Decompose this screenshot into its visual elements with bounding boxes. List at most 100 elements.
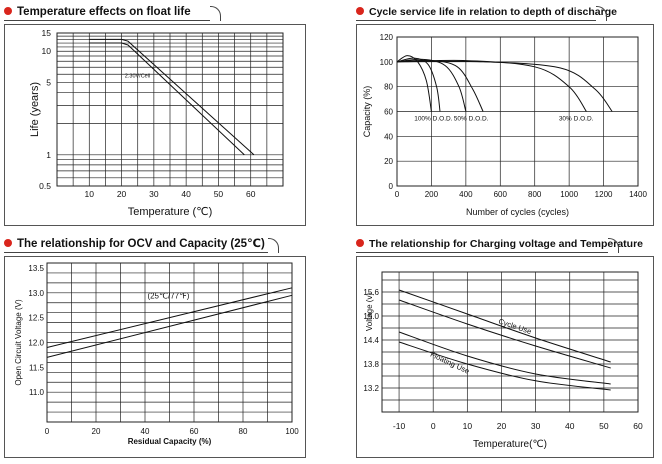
x-tick-label: 20 bbox=[92, 427, 101, 436]
bullet-icon bbox=[356, 7, 364, 15]
y-axis-title: Voltage (v) bbox=[365, 293, 374, 332]
y-tick-label: 15 bbox=[42, 28, 52, 38]
y-tick-label: 15.6 bbox=[363, 288, 379, 297]
x-tick-label: 60 bbox=[633, 421, 643, 431]
bullet-icon bbox=[4, 7, 12, 15]
x-tick-label: 600 bbox=[494, 190, 508, 199]
curve-annotation: 2.30V/Cell bbox=[125, 73, 150, 79]
series-line bbox=[396, 55, 432, 112]
x-tick-label: 40 bbox=[181, 189, 191, 199]
dod-label: 30% D.O.D. bbox=[559, 116, 594, 123]
x-tick-label: 80 bbox=[239, 427, 248, 436]
panel-title-text: The relationship for Charging voltage an… bbox=[369, 238, 644, 250]
x-tick-label: 30 bbox=[531, 421, 541, 431]
series-line bbox=[396, 58, 467, 112]
x-tick-label: 1200 bbox=[595, 190, 613, 199]
x-tick-label: 0 bbox=[431, 421, 436, 431]
x-tick-label: 20 bbox=[117, 189, 127, 199]
title-hook bbox=[210, 6, 221, 21]
x-tick-label: 20 bbox=[497, 421, 507, 431]
panel-title-text: Temperature effects on float life bbox=[17, 6, 191, 18]
y-tick-label: 0 bbox=[389, 182, 394, 191]
series-line bbox=[398, 341, 611, 391]
y-tick-label: 0.5 bbox=[39, 181, 51, 191]
x-tick-label: 40 bbox=[565, 421, 575, 431]
y-tick-label: 20 bbox=[384, 157, 393, 166]
chart-frame-charging bbox=[356, 256, 654, 458]
x-tick-label: 60 bbox=[246, 189, 256, 199]
series-line bbox=[396, 59, 587, 112]
curve-annotation: (25℃/77℉) bbox=[147, 291, 189, 300]
y-tick-label: 12.5 bbox=[28, 314, 44, 323]
x-tick-label: 10 bbox=[85, 189, 95, 199]
x-tick-label: 50 bbox=[599, 421, 609, 431]
x-tick-label: 30 bbox=[149, 189, 159, 199]
plot-area bbox=[381, 271, 639, 413]
series-label: Floating Use bbox=[429, 350, 471, 376]
series-line bbox=[46, 287, 293, 348]
x-tick-label: 1400 bbox=[629, 190, 647, 199]
y-tick-label: 40 bbox=[384, 132, 393, 141]
x-tick-label: 40 bbox=[141, 427, 150, 436]
y-tick-label: 5 bbox=[46, 77, 51, 87]
chart-frame-cycle-life bbox=[356, 24, 654, 226]
title-hook bbox=[596, 6, 607, 21]
x-tick-label: 10 bbox=[463, 421, 473, 431]
y-axis-title: Open Circuit Voltage (V) bbox=[14, 299, 23, 386]
x-tick-label: 1000 bbox=[560, 190, 578, 199]
series-line bbox=[396, 60, 613, 112]
x-tick-label: 50 bbox=[214, 189, 224, 199]
series-line bbox=[398, 299, 611, 369]
y-tick-label: 1 bbox=[46, 150, 51, 160]
y-axis-title: Life (years) bbox=[29, 82, 41, 137]
y-tick-label: 120 bbox=[380, 33, 394, 42]
y-tick-label: 13.5 bbox=[28, 264, 44, 273]
y-tick-label: 60 bbox=[384, 108, 393, 117]
y-tick-label: 15.0 bbox=[363, 312, 379, 321]
series-line bbox=[89, 42, 245, 156]
panel-title-text: The relationship for OCV and Capacity (2… bbox=[17, 238, 265, 250]
panel-title-ocv: The relationship for OCV and Capacity (2… bbox=[4, 236, 265, 252]
x-tick-label: 0 bbox=[395, 190, 400, 199]
x-tick-label: 800 bbox=[528, 190, 542, 199]
chart-frame-float-life bbox=[4, 24, 306, 226]
x-tick-label: 60 bbox=[190, 427, 199, 436]
panel-title-float-life: Temperature effects on float life bbox=[4, 4, 191, 20]
y-axis-title: Capacity (%) bbox=[362, 86, 372, 138]
y-tick-label: 12.0 bbox=[28, 339, 44, 348]
y-tick-label: 13.8 bbox=[363, 360, 379, 369]
title-underline bbox=[4, 20, 210, 21]
series-line bbox=[396, 57, 441, 112]
y-tick-label: 14.4 bbox=[363, 336, 379, 345]
title-hook bbox=[608, 238, 619, 253]
y-tick-label: 80 bbox=[384, 83, 393, 92]
x-axis-title: Residual Capacity (%) bbox=[128, 437, 212, 446]
y-tick-label: 11.0 bbox=[29, 388, 45, 397]
y-tick-label: 10 bbox=[42, 46, 52, 56]
chart-frame-ocv bbox=[4, 256, 306, 458]
dod-label: 50% D.O.D. bbox=[454, 116, 489, 123]
title-underline bbox=[4, 252, 268, 253]
y-tick-label: 13.2 bbox=[363, 384, 379, 393]
series-line bbox=[46, 294, 293, 358]
series-line bbox=[398, 289, 611, 363]
y-tick-label: 11.5 bbox=[29, 363, 45, 372]
x-axis-title: Number of cycles (cycles) bbox=[466, 207, 569, 217]
x-tick-label: 100 bbox=[285, 427, 299, 436]
title-hook bbox=[268, 238, 279, 253]
panel-title-text: Cycle service life in relation to depth … bbox=[369, 6, 617, 18]
title-underline bbox=[356, 20, 596, 21]
y-tick-label: 100 bbox=[380, 58, 394, 67]
title-underline bbox=[356, 252, 608, 253]
bullet-icon bbox=[4, 239, 12, 247]
x-tick-label: 0 bbox=[45, 427, 50, 436]
x-axis-title: Temperature(℃) bbox=[473, 439, 547, 450]
series-line bbox=[398, 331, 611, 385]
bullet-icon bbox=[356, 239, 364, 247]
x-tick-label: 400 bbox=[459, 190, 473, 199]
series-label: Cycle Use bbox=[497, 317, 532, 337]
series-line bbox=[396, 59, 484, 112]
x-tick-label: 200 bbox=[425, 190, 439, 199]
x-axis-title: Temperature (℃) bbox=[128, 206, 213, 218]
